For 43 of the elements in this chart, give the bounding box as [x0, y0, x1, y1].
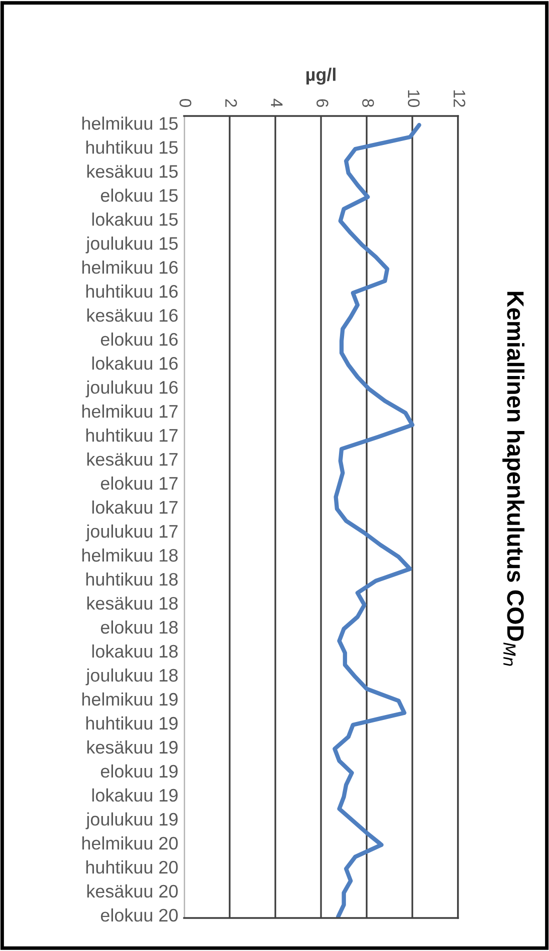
- x-tick-label: 12: [454, 90, 466, 107]
- y-tick-label: joulukuu 19: [86, 812, 178, 830]
- y-tick-label: huhtikuu 20: [86, 860, 178, 874]
- y-tick-label: kesäkuu 15: [87, 164, 178, 178]
- y-tick-label: lokakuu 19: [92, 788, 178, 802]
- y-tick-label: helmikuu 15: [82, 116, 178, 130]
- y-tick-label: elokuu 15: [100, 188, 178, 202]
- y-tick-label: kesäkuu 17: [87, 452, 178, 466]
- x-tick-label: 8: [362, 99, 374, 107]
- x-tick-label: 2: [225, 99, 237, 107]
- x-axis-title: µg/l: [306, 68, 336, 85]
- y-tick-label: lokakuu 15: [92, 212, 178, 226]
- x-tick-label: 0: [180, 99, 192, 108]
- x-tick-label: 6: [316, 99, 328, 107]
- y-tick-label: elokuu 20: [100, 908, 178, 922]
- y-tick-label: kesäkuu 19: [87, 740, 178, 754]
- y-tick-label: huhtikuu 15: [86, 140, 178, 154]
- y-tick-label: lokakuu 18: [92, 644, 178, 658]
- y-tick-label: helmikuu 19: [82, 692, 178, 706]
- y-tick-label: elokuu 18: [100, 620, 178, 634]
- y-tick-label: lokakuu 17: [92, 500, 178, 514]
- y-tick-label: helmikuu 18: [82, 548, 178, 562]
- y-tick-label: huhtikuu 19: [86, 716, 178, 730]
- y-tick-label: elokuu 19: [100, 764, 178, 778]
- y-tick-label: helmikuu 17: [82, 404, 178, 418]
- y-tick-label: huhtikuu 18: [86, 572, 178, 586]
- y-tick-label: joulukuu 17: [86, 524, 178, 542]
- y-tick-label: kesäkuu 20: [87, 884, 178, 898]
- y-tick-label: joulukuu 15: [86, 236, 178, 254]
- y-tick-label: helmikuu 20: [82, 836, 178, 850]
- text: Kemiallinen hapenkulutus COD$_{Mn}$: [502, 292, 524, 666]
- y-tick-label: kesäkuu 18: [87, 596, 178, 610]
- y-tick-label: lokakuu 16: [92, 356, 178, 370]
- y-tick-label: helmikuu 16: [82, 260, 178, 274]
- x-tick-label: 4: [271, 98, 282, 108]
- x-tick-label: 10: [408, 90, 420, 108]
- y-tick-label: elokuu 17: [100, 476, 178, 490]
- y-tick-label: huhtikuu 16: [86, 284, 178, 298]
- y-tick-label: kesäkuu 16: [87, 308, 178, 322]
- y-tick-label: joulukuu 16: [86, 380, 178, 398]
- y-tick-label: elokuu 16: [100, 332, 178, 346]
- y-tick-label: huhtikuu 17: [86, 428, 178, 442]
- y-tick-label: joulukuu 18: [86, 668, 178, 686]
